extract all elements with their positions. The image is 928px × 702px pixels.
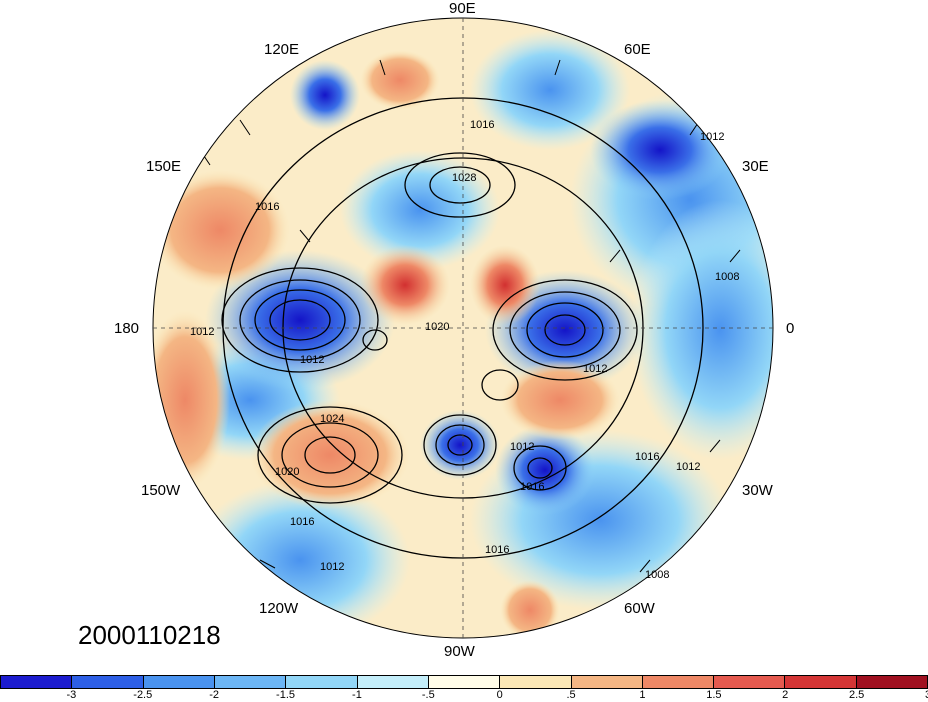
colorbar-tick-label: 3 — [925, 689, 928, 701]
lon-label-30w: 30W — [742, 482, 773, 499]
colorbar-tick-label: 2.5 — [848, 689, 865, 701]
contour-label: 1012 — [190, 326, 214, 338]
lon-label-180: 180 — [114, 320, 140, 337]
colorbar-tick-label: -1 — [352, 689, 362, 701]
lon-label-150e: 150E — [146, 158, 182, 175]
colorbar-swatch — [72, 676, 144, 688]
contour-label: 1012 — [300, 354, 324, 366]
contour-label: 1012 — [510, 441, 534, 453]
contour-label: 1020 — [275, 466, 299, 478]
lon-label-0: 0 — [786, 320, 795, 337]
colorbar-swatch — [428, 676, 501, 688]
colorbar-tick-label: .5 — [566, 689, 576, 701]
colorbar-tick-label: -2.5 — [133, 689, 153, 701]
contour-label: 1024 — [320, 413, 344, 425]
contour-label: 1012 — [583, 363, 607, 375]
colorbar-tick-label: -2 — [209, 689, 220, 701]
colorbar-tick-label: -.5 — [421, 689, 435, 701]
contour-label: 1020 — [425, 321, 449, 333]
contour-label: 1028 — [452, 172, 476, 184]
colorbar — [0, 675, 928, 689]
contour-label: 1016 — [470, 119, 494, 131]
contour-label: 1012 — [700, 131, 724, 143]
contour-label: 1008 — [715, 271, 739, 283]
colorbar-swatch — [357, 676, 429, 688]
colorbar-tick-label: -1.5 — [276, 689, 296, 701]
colorbar-swatch — [143, 676, 215, 688]
colorbar-swatch — [1, 676, 73, 688]
contour-label: 1012 — [676, 461, 700, 473]
lon-label-60e: 60E — [624, 41, 651, 58]
lon-label-30e: 30E — [742, 158, 769, 175]
colorbar-swatch — [571, 676, 643, 688]
lon-label-60w: 60W — [624, 600, 655, 617]
lon-label-150w: 150W — [141, 482, 181, 499]
lon-label-120e: 120E — [264, 41, 300, 58]
colorbar-swatch — [856, 676, 928, 688]
colorbar-swatch — [785, 676, 857, 688]
lon-label-90w: 90W — [444, 643, 475, 660]
shaded-field — [153, 18, 773, 638]
colorbar-swatch — [642, 676, 715, 688]
colorbar-tick-label: 2 — [782, 689, 789, 701]
colorbar-swatch — [286, 676, 358, 688]
colorbar-tick-label: -3 — [66, 689, 77, 701]
colorbar-tick-label: 1 — [639, 689, 646, 701]
colorbar-tick-label: 1.5 — [706, 689, 722, 701]
colorbar-swatch — [214, 676, 287, 688]
lon-label-90e: 90E — [449, 0, 476, 17]
contour-label: 1008 — [645, 569, 669, 581]
colorbar-swatch — [500, 676, 572, 688]
contour-label: 1016 — [520, 481, 544, 493]
date-label: 2000110218 — [78, 620, 221, 650]
contour-label: 1016 — [635, 451, 659, 463]
contour-label: 1016 — [255, 201, 279, 213]
contour-label: 1016 — [290, 516, 314, 528]
colorbar-tick-label: 0 — [496, 689, 503, 701]
colorbar-swatch — [714, 676, 786, 688]
lon-label-120w: 120W — [259, 600, 299, 617]
contour-label: 1016 — [485, 544, 509, 556]
contour-label: 1012 — [320, 561, 344, 573]
contour-labels: 1016 1016 1028 1012 1008 1012 1020 1012 … — [190, 119, 739, 581]
